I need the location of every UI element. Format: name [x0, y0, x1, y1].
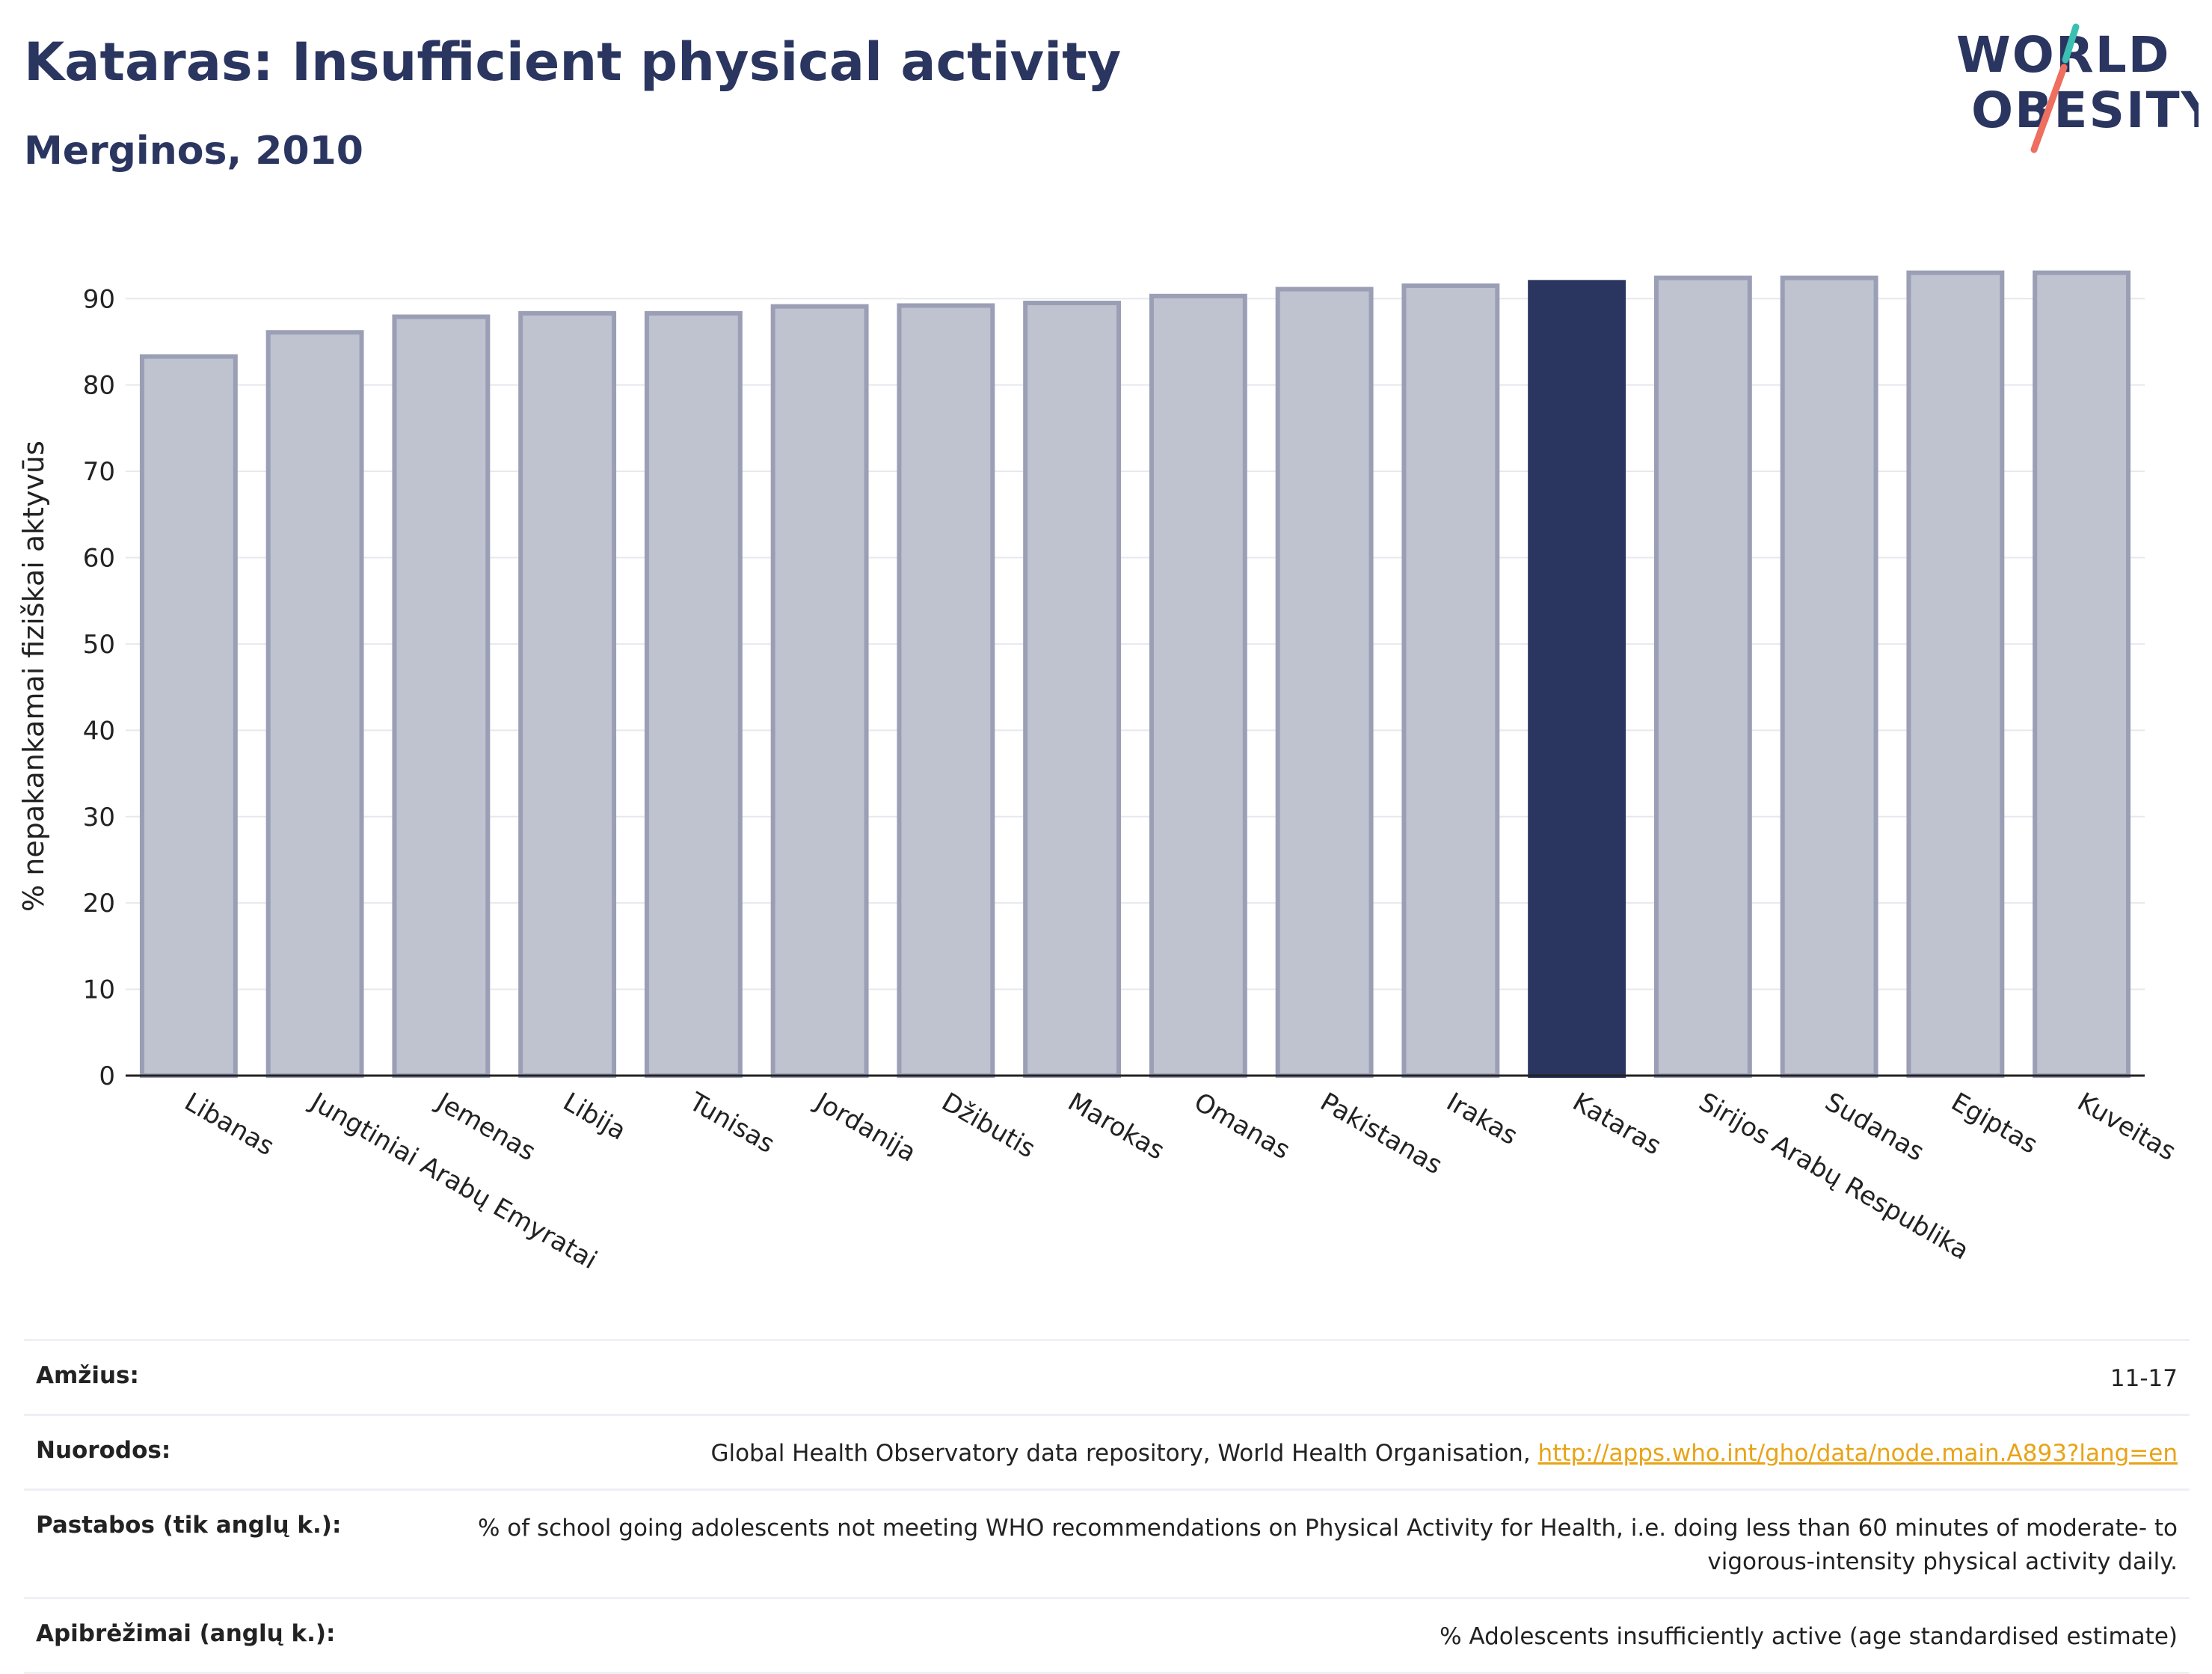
y-tick-label: 20 — [83, 889, 115, 919]
bar-omanas[interactable] — [1149, 293, 1247, 1079]
y-tick-label: 60 — [83, 544, 115, 574]
meta-row: Apibrėžimai (anglų k.): % Adolescents ins… — [24, 1596, 2190, 1674]
bar-chart: 0 10 20 30 40 50 60 70 80 90 Libanas Jungtiniai Ar… — [17, 270, 2181, 1275]
meta-value-text: Global Health Observatory data repositor… — [710, 1439, 1538, 1467]
meta-value-text: % Adolescents insufficiently active (age… — [1440, 1622, 2178, 1650]
x-tick-label: Libanas — [179, 1087, 279, 1162]
x-tick-label: Omanas — [1189, 1087, 1295, 1165]
bar-jemenas[interactable] — [392, 314, 491, 1079]
x-tick-label: Kataras — [1567, 1087, 1666, 1161]
bar-tunisas[interactable] — [644, 310, 743, 1078]
meta-label: Amžius: — [36, 1362, 139, 1389]
y-tick-label: 0 — [99, 1061, 115, 1091]
x-tick-label: Tunisas — [683, 1087, 780, 1159]
logo-slash-coral — [2030, 64, 2068, 153]
page-title: Kataras: Insufficient physical activity — [24, 31, 1122, 93]
meta-row: Pastabos (tik anglų k.): % of school goin… — [24, 1488, 2190, 1597]
meta-value: % Adolescents insufficiently active (age… — [1440, 1620, 2178, 1654]
page-subtitle: Merginos, 2010 — [24, 129, 363, 174]
x-tick-label: Pakistanas — [1315, 1087, 1448, 1180]
world-obesity-logo: WORLD OBESITY — [1956, 23, 2199, 153]
y-tick-label: 40 — [83, 716, 115, 746]
y-tick-label: 50 — [83, 630, 115, 660]
x-tick-label: Jemenas — [431, 1086, 541, 1167]
x-tick-label: Sudanas — [1820, 1087, 1929, 1167]
y-tick-label: 30 — [83, 803, 115, 833]
meta-value: Global Health Observatory data repositor… — [710, 1437, 2178, 1471]
x-tick-label: Libija — [558, 1087, 631, 1146]
bar-jordanija[interactable] — [770, 304, 869, 1079]
meta-row: Nuorodos: Global Health Observatory data … — [24, 1413, 2190, 1488]
y-axis-label: % nepakankamai fiziškai aktyvūs — [17, 441, 50, 912]
bar-sudanas[interactable] — [1780, 275, 1878, 1078]
bar-kuveitas[interactable] — [2033, 270, 2131, 1078]
x-tick-label: Marokas — [1063, 1087, 1170, 1166]
logo-slash-teal — [2062, 23, 2080, 64]
meta-value: % of school going adolescents not meetin… — [371, 1512, 2178, 1579]
x-tick-label: Jordanija — [809, 1086, 921, 1168]
bar-sirijos-arab-respublika[interactable] — [1653, 275, 1752, 1078]
bar-egiptas[interactable] — [1906, 270, 2005, 1078]
meta-value-text: 11-17 — [2110, 1365, 2178, 1392]
metadata-table: Amžius: 11-17 Nuorodos: Global Health Obser… — [24, 1339, 2190, 1674]
source-link[interactable]: http://apps.who.int/gho/data/node.main.A… — [1537, 1439, 2178, 1467]
meta-value: 11-17 — [2110, 1362, 2178, 1396]
bar-libanas[interactable] — [139, 354, 238, 1078]
logo-text-obesity: OBESITY — [1971, 82, 2199, 139]
y-tick-label: 90 — [83, 284, 115, 314]
y-tick-label: 10 — [83, 975, 115, 1005]
meta-row: Amžius: 11-17 — [24, 1339, 2190, 1414]
bar-jungtiniai-arab-emyratai[interactable] — [265, 330, 364, 1078]
meta-value-text: % of school going adolescents not meetin… — [477, 1514, 2178, 1575]
bar-irakas[interactable] — [1401, 283, 1500, 1078]
bar-d-ibutis[interactable] — [897, 303, 995, 1079]
x-tick-label: Egiptas — [1946, 1087, 2042, 1160]
bar-kataras[interactable] — [1528, 280, 1626, 1079]
x-tick-label: Kuveitas — [2072, 1087, 2181, 1167]
x-tick-label: Irakas — [1441, 1087, 1523, 1151]
y-axis-ticks: 0 10 20 30 40 50 60 70 80 90 — [83, 284, 115, 1091]
x-tick-label: Džibutis — [936, 1087, 1040, 1164]
bar-pakistanas[interactable] — [1275, 286, 1374, 1078]
meta-label: Apibrėžimai (anglų k.): — [36, 1619, 336, 1647]
meta-label: Pastabos (tik anglų k.): — [36, 1511, 342, 1539]
bar-libija[interactable] — [518, 310, 617, 1078]
y-tick-label: 80 — [83, 371, 115, 401]
meta-label: Nuorodos: — [36, 1436, 171, 1464]
bar-marokas[interactable] — [1023, 301, 1122, 1078]
y-tick-label: 70 — [83, 457, 115, 487]
bars — [139, 270, 2131, 1079]
